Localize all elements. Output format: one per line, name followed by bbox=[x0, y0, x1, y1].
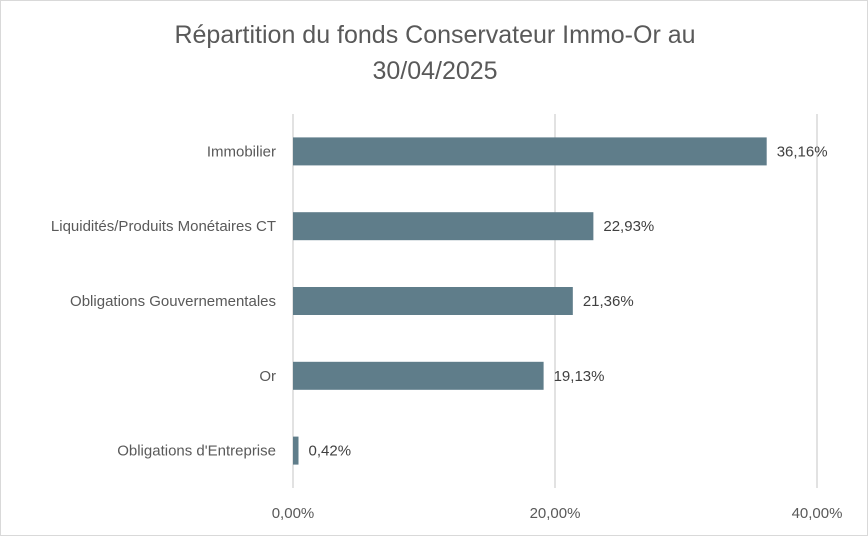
x-tick-label-2: 40,00% bbox=[792, 505, 843, 522]
bar-0 bbox=[293, 137, 767, 166]
x-tick-label-1: 20,00% bbox=[530, 505, 581, 522]
chart-title-line-2: 30/04/2025 bbox=[372, 57, 498, 85]
value-label-0: 36,16% bbox=[777, 143, 828, 160]
category-label-2: Obligations Gouvernementales bbox=[70, 293, 276, 310]
bar-4 bbox=[293, 436, 299, 465]
category-label-1: Liquidités/Produits Monétaires CT bbox=[51, 218, 276, 235]
value-label-1: 22,93% bbox=[603, 218, 654, 235]
category-label-3: Or bbox=[259, 368, 276, 385]
value-label-4: 0,42% bbox=[309, 443, 352, 460]
category-label-0: Immobilier bbox=[207, 143, 276, 160]
bar-1 bbox=[293, 212, 594, 241]
category-label-4: Obligations d'Entreprise bbox=[117, 443, 276, 460]
value-label-3: 19,13% bbox=[554, 368, 605, 385]
chart-title-line-1: Répartition du fonds Conservateur Immo-O… bbox=[174, 21, 696, 49]
x-tick-label-0: 0,00% bbox=[272, 505, 315, 522]
value-label-2: 21,36% bbox=[583, 293, 634, 310]
chart-title: Répartition du fonds Conservateur Immo-O… bbox=[1, 17, 868, 89]
bar-3 bbox=[293, 361, 544, 390]
bar-2 bbox=[293, 287, 573, 315]
